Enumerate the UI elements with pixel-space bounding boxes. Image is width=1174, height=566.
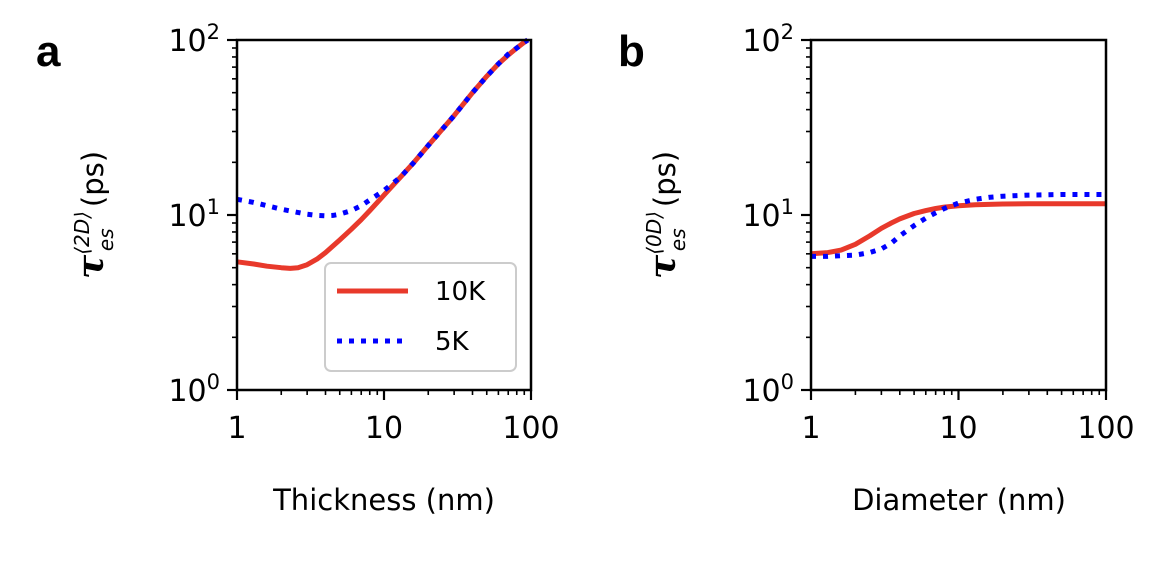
x-tick-label: 100 — [1077, 411, 1134, 446]
panel-b-ylabel-sub: es — [666, 228, 690, 251]
y-tick-label: 101 — [742, 195, 794, 234]
plot-frame — [809, 38, 1108, 392]
panel-a-ylabel-unit: (ps) — [76, 151, 110, 216]
x-tick-label: 1 — [801, 411, 820, 446]
panel-b-xtick-labels: 1 10 100 — [801, 411, 1134, 446]
panel-a-xlabel: Thickness (nm) — [272, 483, 495, 517]
svg-text:τ⟨0D⟩es (ps): τ⟨0D⟩es (ps) — [642, 151, 690, 279]
panel-a-ylabel-sup: ⟨2D⟩ — [70, 211, 94, 255]
y-tick-label: 102 — [168, 20, 220, 59]
legend-frame — [324, 262, 517, 372]
panel-b-ylabel-sup: ⟨0D⟩ — [642, 211, 666, 255]
series-line-10k — [810, 201, 1106, 257]
panel-b-letter: b — [618, 27, 645, 76]
panel-b-xlabel: Diameter (nm) — [852, 483, 1066, 517]
panel-b-series — [810, 192, 1106, 259]
y-tick-label: 100 — [742, 370, 794, 409]
panel-a-legend: 10K 5K — [324, 262, 517, 372]
panel-b-ylabel-symbol: τ — [642, 254, 684, 279]
y-tick-label: 101 — [168, 195, 220, 234]
panel-a-ylabel-sub: es — [94, 228, 118, 251]
panel-a-ylabel: τ⟨2D⟩es (ps) — [70, 151, 118, 279]
panel-a-series — [236, 37, 530, 271]
x-tick-label: 1 — [227, 411, 246, 446]
panel-a-xtick-labels: 1 10 100 — [227, 411, 559, 446]
y-tick-label: 100 — [168, 370, 220, 409]
series-line-10k — [236, 37, 530, 271]
panel-b: b 100 101 102 1 10 100 Diameter (nm) τ⟨0D⟩es… — [618, 20, 1135, 517]
svg-text:τ⟨2D⟩es (ps): τ⟨2D⟩es (ps) — [70, 151, 118, 279]
panel-b-ylabel: τ⟨0D⟩es (ps) — [642, 151, 690, 279]
x-tick-label: 100 — [502, 411, 559, 446]
series-line-5k — [811, 192, 1106, 259]
x-tick-label: 10 — [365, 411, 403, 446]
legend-label-10k: 10K — [435, 277, 486, 307]
panel-b-ylabel-unit: (ps) — [648, 151, 682, 216]
panel-a-axes — [227, 38, 533, 400]
panel-b-ytick-labels: 100 101 102 — [742, 20, 794, 409]
panel-b-axes — [801, 38, 1108, 400]
panel-a-ytick-labels: 100 101 102 — [168, 20, 220, 409]
x-tick-label: 10 — [939, 411, 977, 446]
panel-a-letter: a — [36, 27, 61, 76]
panel-a-ylabel-symbol: τ — [70, 254, 112, 279]
panel-a: a 100 101 102 1 10 100 Thickness (nm) τ⟨2D⟩e… — [36, 20, 560, 517]
legend-label-5k: 5K — [435, 327, 470, 357]
series-line-5k — [236, 37, 530, 219]
y-tick-label: 102 — [742, 20, 794, 59]
